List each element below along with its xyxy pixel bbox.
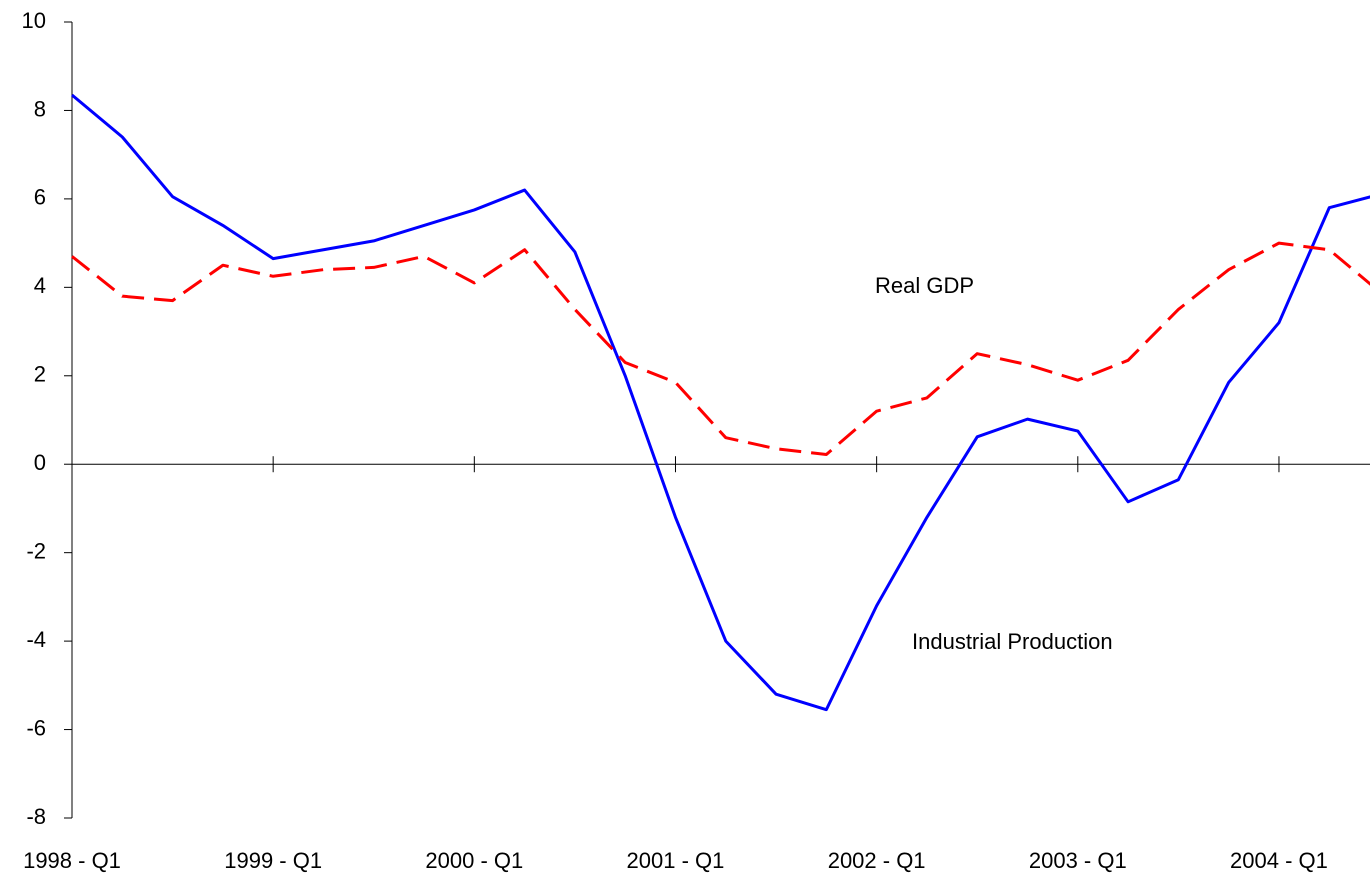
y-tick-label: -8 [26,804,46,829]
x-tick-label: 2003 - Q1 [1029,848,1127,873]
y-tick-label: -4 [26,627,46,652]
x-tick-label: 1999 - Q1 [224,848,322,873]
annotation: Real GDP [875,273,974,298]
y-tick-label: 10 [22,8,46,33]
y-tick-label: 2 [34,362,46,387]
y-tick-label: -6 [26,715,46,740]
x-tick-label: 2001 - Q1 [627,848,725,873]
x-tick-label: 2000 - Q1 [425,848,523,873]
x-tick-label: 1998 - Q1 [23,848,121,873]
y-tick-label: -2 [26,538,46,563]
data-line [71,241,1370,456]
x-tick-label: 2002 - Q1 [828,848,926,873]
y-tick-label: 8 [34,96,46,121]
data-line [71,93,1370,712]
y-tick-label: 4 [34,273,46,298]
y-tick-label: 6 [34,185,46,210]
x-tick-label: 2004 - Q1 [1230,848,1328,873]
annotation: Industrial Production [912,629,1113,654]
y-tick-label: 0 [34,450,46,475]
